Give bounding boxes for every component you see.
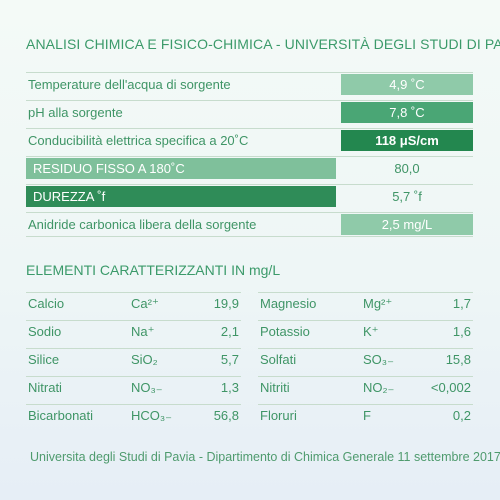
element-row: Nitrati NO₃₋ 1,3 (26, 376, 241, 399)
element-formula: NO₃₋ (131, 380, 163, 395)
analysis-row: Conducibilità elettrica specifica a 20˚C… (26, 128, 473, 151)
element-formula: F (363, 408, 371, 423)
element-row: Floruri F 0,2 (258, 404, 473, 427)
element-value: <0,002 (430, 380, 471, 395)
element-row: Sodio Na⁺ 2,1 (26, 320, 241, 343)
page-title: ANALISI CHIMICA E FISICO-CHIMICA - UNIVE… (26, 36, 500, 52)
analysis-value: 5,7 ˚f (392, 189, 422, 204)
element-formula: Ca²⁺ (131, 296, 159, 311)
element-formula: SO₃₋ (363, 352, 394, 367)
element-row: Silice SiO₂ 5,7 (26, 348, 241, 371)
element-name: Bicarbonati (28, 408, 94, 423)
element-name: Magnesio (260, 296, 317, 311)
analysis-row: DUREZZA ˚f 5,7 ˚f (26, 184, 473, 207)
analysis-label: Anidride carbonica libera della sorgente (28, 217, 257, 232)
analysis-row: Temperature dell'acqua di sorgente 4,9 ˚C (26, 72, 473, 95)
element-name: Calcio (28, 296, 65, 311)
analysis-label-highlight: DUREZZA ˚f (26, 186, 336, 207)
analysis-label: pH alla sorgente (28, 105, 123, 120)
analysis-row: RESIDUO FISSO A 180˚C 80,0 (26, 156, 473, 179)
element-row: Magnesio Mg²⁺ 1,7 (258, 292, 473, 315)
element-value: 1,7 (452, 296, 471, 311)
element-name: Nitriti (260, 380, 290, 395)
element-row: Solfati SO₃₋ 15,8 (258, 348, 473, 371)
element-name: Solfati (260, 352, 297, 367)
elements-title: ELEMENTI CARATTERIZZANTI IN mg/L (26, 262, 281, 278)
analysis-row: Anidride carbonica libera della sorgente… (26, 212, 473, 235)
analysis-row: pH alla sorgente 7,8 ˚C (26, 100, 473, 123)
element-formula: K⁺ (363, 324, 379, 339)
analysis-value: 4,9 ˚C (341, 74, 473, 95)
analysis-value: 80,0 (394, 161, 420, 176)
element-name: Silice (28, 352, 60, 367)
element-value: 19,9 (213, 296, 239, 311)
element-value: 1,3 (220, 380, 239, 395)
element-row: Calcio Ca²⁺ 19,9 (26, 292, 241, 315)
element-value: 56,8 (213, 408, 239, 423)
element-row: Nitriti NO₂₋ <0,002 (258, 376, 473, 399)
element-formula: NO₂₋ (363, 380, 395, 395)
element-value: 0,2 (452, 408, 471, 423)
element-name: Nitrati (28, 380, 62, 395)
element-row: Bicarbonati HCO₃₋ 56,8 (26, 404, 241, 427)
analysis-value: 118 μS/cm (341, 130, 473, 151)
element-name: Potassio (260, 324, 310, 339)
analysis-label: DUREZZA ˚f (33, 189, 106, 204)
element-value: 15,8 (445, 352, 471, 367)
element-value: 2,1 (220, 324, 239, 339)
analysis-value: 7,8 ˚C (341, 102, 473, 123)
element-row: Potassio K⁺ 1,6 (258, 320, 473, 343)
element-name: Sodio (28, 324, 62, 339)
analysis-bottom-divider (26, 236, 473, 237)
analysis-label: RESIDUO FISSO A 180˚C (33, 161, 185, 176)
element-formula: SiO₂ (131, 352, 158, 367)
element-value: 5,7 (220, 352, 239, 367)
element-formula: HCO₃₋ (131, 408, 173, 423)
element-formula: Mg²⁺ (363, 296, 393, 311)
element-formula: Na⁺ (131, 324, 155, 339)
analysis-label-highlight: RESIDUO FISSO A 180˚C (26, 158, 336, 179)
footer-credit: Universita degli Studi di Pavia - Dipart… (30, 450, 500, 464)
analysis-label: Conducibilità elettrica specifica a 20˚C (28, 133, 249, 148)
analysis-label: Temperature dell'acqua di sorgente (28, 77, 231, 92)
element-value: 1,6 (452, 324, 471, 339)
analysis-value: 2,5 mg/L (341, 214, 473, 235)
element-name: Floruri (260, 408, 297, 423)
